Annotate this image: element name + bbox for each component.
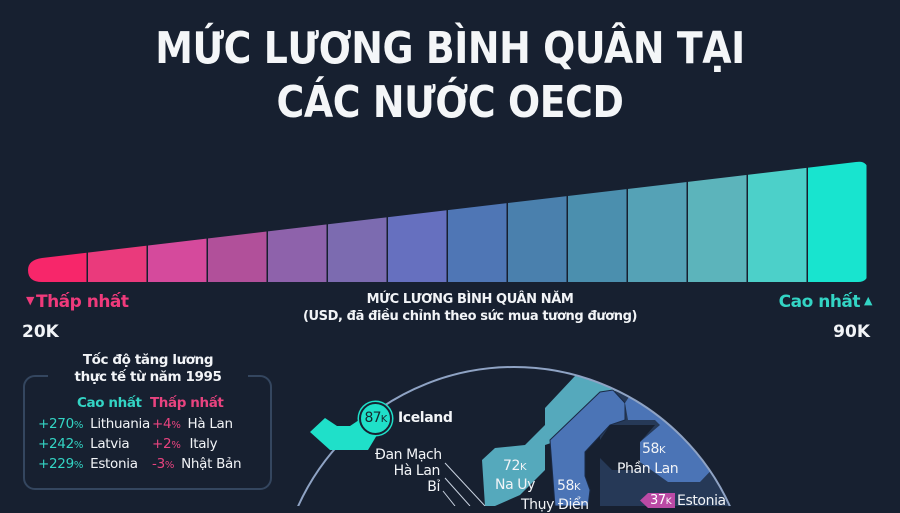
max-value: 90K xyxy=(833,322,870,342)
scale-segment xyxy=(808,161,867,282)
globe-outline xyxy=(297,366,731,506)
estonia-value-tag: 37K xyxy=(640,493,676,508)
lowest-label: ▼ Thấp nhất xyxy=(26,292,129,312)
highest-label: Cao nhất ▲ xyxy=(778,292,873,312)
finland-value: 58K xyxy=(642,441,666,457)
growth-high-row: +229% Estonia xyxy=(38,456,138,472)
iceland-value-badge: 87K xyxy=(359,402,392,435)
callout-belgium: Bỉ xyxy=(427,479,440,495)
callout-netherlands: Hà Lan xyxy=(393,463,441,479)
wage-growth-title: Tốc độ tăng lương thực tế từ năm 1995 xyxy=(48,352,248,386)
map-sweden xyxy=(549,389,626,506)
triangle-up-icon: ▲ xyxy=(864,294,872,307)
callout-denmark: Đan Mạch xyxy=(375,447,442,463)
label-norway: Na Uy xyxy=(495,477,536,493)
scale-segment xyxy=(748,161,807,282)
salary-scale-bar xyxy=(28,161,867,282)
norway-value: 72K xyxy=(503,458,527,474)
growth-low-row: +2% Italy xyxy=(152,436,218,452)
title-line-1: MỨC LƯƠNG BÌNH QUÂN TẠI xyxy=(155,23,745,74)
label-iceland: Iceland xyxy=(398,410,453,426)
min-value: 20K xyxy=(22,322,59,342)
label-estonia: Estonia xyxy=(677,493,726,509)
growth-high-row: +242% Latvia xyxy=(38,436,130,452)
title-line-2: CÁC NƯỚC OECD xyxy=(276,77,624,128)
growth-low-row: -3% Nhật Bản xyxy=(152,456,242,472)
scale-segment xyxy=(688,161,747,282)
globe-fill-east xyxy=(600,367,751,506)
label-sweden: Thụy Điển xyxy=(521,497,589,513)
growth-high-header: Cao nhất xyxy=(77,395,142,411)
growth-low-header: Thấp nhất xyxy=(150,395,224,411)
growth-low-row: +4% Hà Lan xyxy=(152,416,233,432)
page-title: MỨC LƯƠNG BÌNH QUÂN TẠI CÁC NƯỚC OECD xyxy=(63,22,837,130)
triangle-down-icon: ▼ xyxy=(26,294,34,307)
label-finland: Phần Lan xyxy=(617,461,679,477)
growth-high-row: +270% Lithuania xyxy=(38,416,150,432)
sweden-value: 58K xyxy=(557,478,581,494)
scale-axis-title: MỨC LƯƠNG BÌNH QUÂN NĂM (USD, đã điều ch… xyxy=(302,292,638,324)
